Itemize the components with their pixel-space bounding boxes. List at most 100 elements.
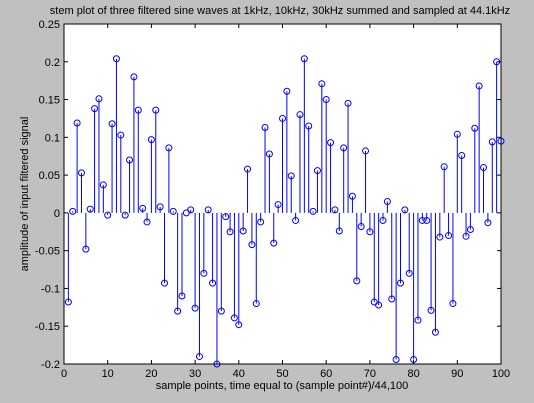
y-axis-ticks: -0.2 -0.15 -0.1 -0.05 0 0.05 0.1 0.15 0.2 0.25 [35,19,501,371]
stem-marker [427,306,435,314]
stem-marker [318,80,326,88]
stem-marker [458,151,466,159]
x-axis-label: sample points, time equal to (sample poi… [156,380,409,392]
stem-marker [178,292,186,300]
stem-marker [64,298,72,306]
y-tick-label: -0.1 [41,283,60,295]
stem-marker [471,124,479,132]
stem-marker [161,279,169,287]
stem-marker [77,169,85,177]
stem-marker [130,73,138,81]
y-tick-label: -0.15 [35,321,60,333]
stem-marker [257,218,265,226]
stem-marker [488,138,496,146]
stem-marker [235,321,243,329]
stem-marker [261,124,269,132]
stem-marker [484,219,492,227]
stem-marker [379,216,387,224]
stem-marker [217,307,225,315]
x-axis-ticks: 0 10 20 30 40 50 60 70 80 90 100 [61,24,510,380]
stem-marker [300,55,308,63]
x-tick-label: 50 [276,368,288,380]
stem-marker [187,206,195,214]
stem-marker [480,164,488,172]
y-tick-label: -0.2 [41,359,60,371]
stem-marker [265,150,273,158]
stem-marker [195,352,203,360]
stem-marker [165,144,173,152]
x-tick-label: 10 [102,368,114,380]
stem-marker [340,144,348,152]
stem-marker [366,228,374,236]
chart-title: stem plot of three filtered sine waves a… [50,5,510,17]
stem-marker [121,211,129,219]
stem-marker [466,226,474,234]
x-tick-label: 20 [145,368,157,380]
stem-marker [169,207,177,215]
stem-marker [440,163,448,171]
stem-marker [147,136,155,144]
stem-marker [462,232,470,240]
stem-marker [112,55,120,63]
stem-marker [362,147,370,155]
stem-marker [226,228,234,236]
stem-marker [104,211,112,219]
stem-marker [292,216,300,224]
y-tick-label: 0.15 [39,95,60,107]
stem-marker [248,241,256,249]
stem-marker [204,206,212,214]
stem-marker [91,105,99,113]
stem-marker [274,201,282,209]
y-tick-label: 0 [54,208,60,220]
stem-marker [327,139,335,147]
stem-marker [134,106,142,114]
stem-marker [86,205,94,213]
stem-marker [209,279,217,287]
x-tick-label: 30 [189,368,201,380]
x-tick-label: 40 [233,368,245,380]
y-tick-label: 0.2 [45,57,60,69]
stem-marker [156,203,164,211]
stem-marker [283,87,291,95]
stem-marker [244,165,252,173]
stem-marker [82,245,90,253]
stem-marker [73,119,81,127]
stem-marker [287,172,295,180]
x-tick-label: 60 [320,368,332,380]
stem-marker [191,304,199,312]
stem-marker [453,130,461,138]
stem-marker [418,216,426,224]
stem-marker [357,222,365,230]
stem-marker [353,277,361,285]
stem-marker [69,207,77,215]
stem-marker [375,301,383,309]
stem-marker [99,181,107,189]
y-axis-label: amplitude of input filtered signal [19,117,31,272]
stem-marker [401,206,409,214]
stem-marker [152,106,160,114]
stem-marker [449,300,457,308]
stem-marker [348,192,356,200]
stem-series [64,55,505,368]
stem-marker [335,227,343,235]
stem-marker [331,206,339,214]
y-tick-label: 0.1 [45,132,60,144]
stem-marker [392,355,400,363]
x-tick-label: 70 [364,368,376,380]
stem-marker [309,207,317,215]
stem-marker [344,99,352,107]
stem-marker [436,233,444,241]
stem-marker [239,227,247,235]
stem-marker [126,156,134,164]
x-tick-label: 0 [61,368,67,380]
stem-marker [475,82,483,90]
stem-marker [108,120,116,128]
stem-marker [230,314,238,322]
stem-marker [174,307,182,315]
stem-marker [143,218,151,226]
stem-marker [322,96,330,104]
stem-marker [431,328,439,336]
stem-marker [252,300,260,308]
stem-marker [139,204,147,212]
